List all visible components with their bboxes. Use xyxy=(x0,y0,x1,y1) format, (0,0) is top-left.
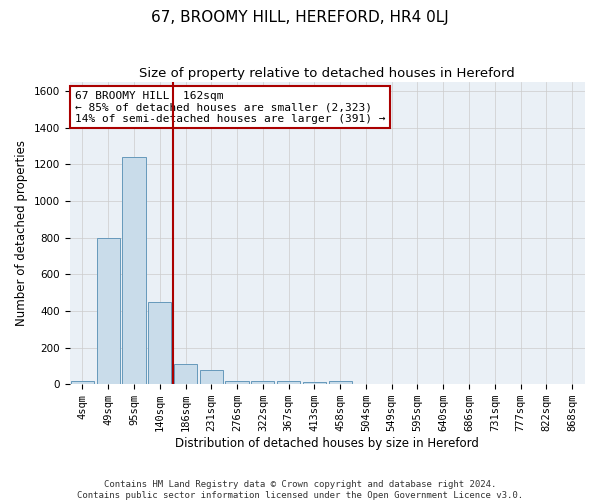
Bar xyxy=(329,382,352,384)
Bar xyxy=(97,238,120,384)
Bar xyxy=(122,157,146,384)
Y-axis label: Number of detached properties: Number of detached properties xyxy=(15,140,28,326)
Bar xyxy=(200,370,223,384)
Text: 67 BROOMY HILL: 162sqm
← 85% of detached houses are smaller (2,323)
14% of semi-: 67 BROOMY HILL: 162sqm ← 85% of detached… xyxy=(74,90,385,124)
Bar xyxy=(303,382,326,384)
Bar xyxy=(71,382,94,384)
Bar xyxy=(148,302,172,384)
Bar xyxy=(251,381,274,384)
Bar xyxy=(277,381,300,384)
Bar xyxy=(174,364,197,384)
Text: 67, BROOMY HILL, HEREFORD, HR4 0LJ: 67, BROOMY HILL, HEREFORD, HR4 0LJ xyxy=(151,10,449,25)
Title: Size of property relative to detached houses in Hereford: Size of property relative to detached ho… xyxy=(139,68,515,80)
Text: Contains HM Land Registry data © Crown copyright and database right 2024.
Contai: Contains HM Land Registry data © Crown c… xyxy=(77,480,523,500)
Bar xyxy=(226,381,248,384)
X-axis label: Distribution of detached houses by size in Hereford: Distribution of detached houses by size … xyxy=(175,437,479,450)
